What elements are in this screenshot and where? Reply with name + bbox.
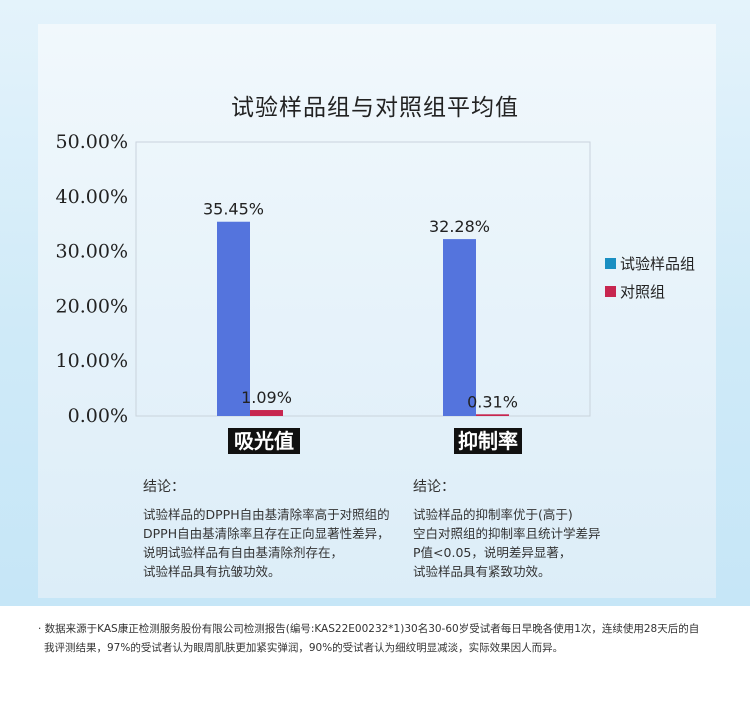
conclusion-heading: 结论： [413, 479, 455, 495]
conclusion-line: 试验样品的DPPH自由基清除率高于对照组的 [143, 507, 390, 522]
y-tick-label: 50.00% [56, 131, 128, 153]
conclusion-line: DPPH自由基清除率且存在正向显著性差异， [143, 526, 390, 541]
data-label: 32.28% [429, 217, 490, 236]
y-tick-label: 10.00% [56, 350, 128, 372]
footnote: · 数据来源于KAS康正检测服务股份有限公司检测报告(编号:KAS22E0023… [38, 620, 718, 658]
plot-frame [135, 141, 591, 417]
legend-swatch [605, 258, 616, 269]
conclusion-line: 试验样品具有紧致功效。 [413, 564, 551, 579]
y-tick-label: 40.00% [56, 186, 128, 208]
category-label-absorbance: 吸光值 [228, 428, 300, 454]
conclusion-line: 说明试验样品有自由基清除剂存在， [143, 545, 344, 560]
footnote-line: 我评测结果，97%的受试者认为眼周肌肤更加紧实弹润，90%的受试者认为细纹明显减… [44, 642, 564, 654]
bar [217, 221, 250, 416]
bar-chart: 0.00% 10.00% 20.00% 30.00% 40.00% 50.00% 35.45… [56, 131, 695, 427]
data-label: 35.45% [203, 200, 264, 219]
data-label: 0.31% [467, 392, 518, 411]
y-tick-label: 30.00% [56, 241, 128, 263]
conclusion-heading: 结论： [143, 479, 185, 495]
category-label-inhibition: 抑制率 [454, 428, 522, 454]
legend-label: 对照组 [620, 283, 665, 301]
footnote-line: · 数据来源于KAS康正检测服务股份有限公司检测报告(编号:KAS22E0023… [38, 623, 700, 635]
conclusion-left: 结论： 试验样品的DPPH自由基清除率高于对照组的 DPPH自由基清除率且存在正… [143, 478, 390, 581]
data-label: 1.09% [241, 388, 292, 407]
y-tick-label: 20.00% [56, 295, 128, 317]
conclusion-line: P值<0.05，说明差异显著， [413, 545, 572, 560]
y-tick-label: 0.00% [68, 405, 128, 427]
legend-swatch [605, 286, 616, 297]
legend-label: 试验样品组 [620, 255, 695, 273]
conclusion-line: 试验样品具有抗皱功效。 [143, 564, 281, 579]
conclusion-line: 空白对照组的抑制率且统计学差异 [413, 526, 601, 541]
conclusion-right: 结论： 试验样品的抑制率优于(高于) 空白对照组的抑制率且统计学差异 P值<0.… [413, 478, 601, 581]
bar [443, 239, 476, 416]
bar [250, 410, 283, 416]
conclusion-line: 试验样品的抑制率优于(高于) [413, 507, 573, 522]
bar [476, 414, 509, 416]
chart-panel [38, 24, 716, 598]
chart-title: 试验样品组与对照组平均值 [231, 95, 519, 121]
